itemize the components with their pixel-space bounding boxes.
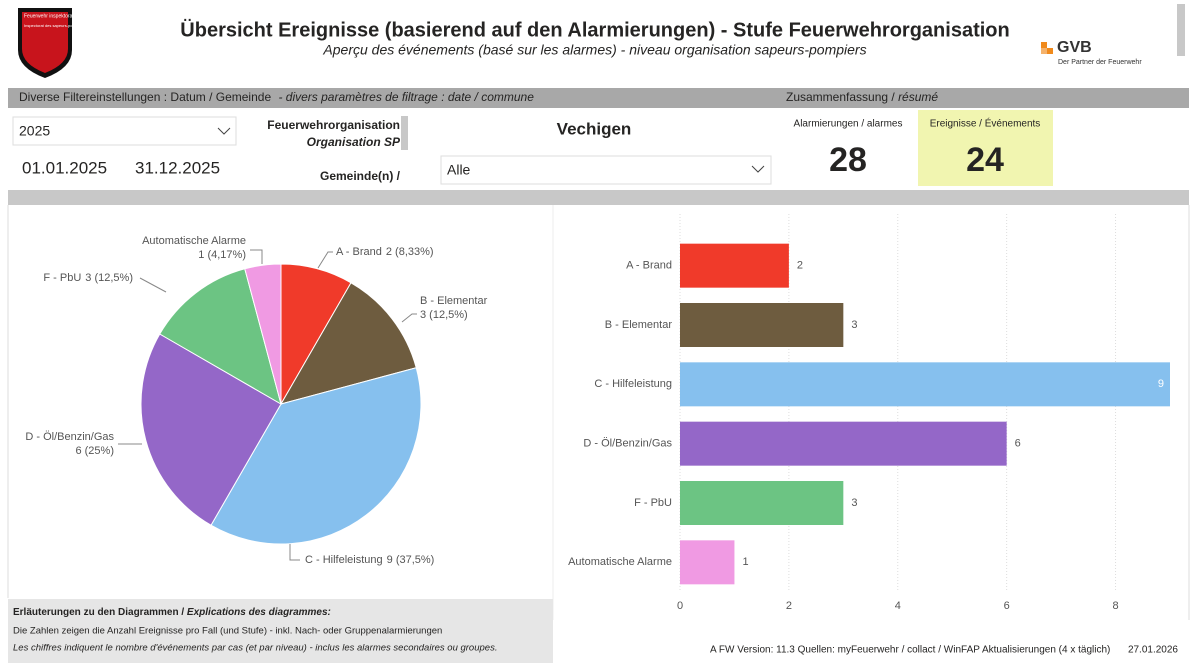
- slice-value-label: 3 (12,5%): [85, 272, 133, 284]
- card-label: Alarmierungen / alarmes: [794, 119, 903, 130]
- filter-bar: [8, 88, 1189, 108]
- slice-category: B - Elementar: [420, 295, 488, 307]
- org-value: Vechigen: [557, 119, 632, 138]
- slice-value-label: 2 (8,33%): [386, 246, 434, 258]
- y-tick-label: C - Hilfeleistung: [594, 378, 672, 390]
- label-fr: - divers paramètres de filtrage : date /…: [275, 90, 534, 104]
- logo-square: [1047, 48, 1053, 54]
- bar-value-label: 3: [851, 319, 857, 331]
- logo-text: Inspectorat des sapeurs-pompiers: [24, 23, 84, 28]
- bar: [680, 303, 844, 347]
- slice-value-label: 9 (37,5%): [387, 554, 435, 566]
- slice-category: C - Hilfeleistung: [305, 554, 383, 566]
- slice-label: A - Brand 2 (8,33%): [336, 246, 434, 258]
- bar: [680, 362, 1170, 407]
- logo-left: Feuerwehr inspektorat Inspectorat des sa…: [18, 8, 84, 78]
- bar-value-label: 2: [797, 260, 803, 272]
- gemeinde-label: Gemeinde(n) /: [320, 169, 401, 183]
- gemeinde-value: Alle: [447, 162, 471, 178]
- date-from[interactable]: 01.01.2025: [22, 158, 107, 177]
- slice-label: C - Hilfeleistung 9 (37,5%): [305, 554, 434, 566]
- footer-date: 27.01.2026: [1128, 645, 1178, 656]
- slice-category: D - Öl/Benzin/Gas: [25, 431, 114, 443]
- y-tick-label: A - Brand: [626, 260, 672, 272]
- x-tick-label: 2: [786, 600, 792, 612]
- x-tick-label: 6: [1004, 600, 1010, 612]
- date-to[interactable]: 31.12.2025: [135, 158, 220, 177]
- notes-line: Les chiffres indiquent le nombre d'événe…: [13, 643, 497, 654]
- label-de: Diverse Filtereinstellungen : Datum / Ge…: [19, 90, 271, 104]
- notes-line: Die Zahlen zeigen die Anzahl Ereignisse …: [13, 626, 442, 637]
- x-tick-label: 8: [1112, 600, 1118, 612]
- bar: [680, 421, 1007, 466]
- scrollbar[interactable]: [1177, 4, 1185, 56]
- pie-slice: [244, 263, 282, 405]
- leader-line: [250, 249, 263, 264]
- scrollbar[interactable]: [401, 116, 408, 150]
- card-value: 24: [966, 141, 1004, 179]
- pie-slice: [279, 282, 417, 405]
- y-tick-label: D - Öl/Benzin/Gas: [583, 438, 672, 450]
- card-highlight: [918, 110, 1053, 186]
- slice-value-label: 1 (4,17%): [198, 249, 246, 261]
- slice-label: F - PbU 3 (12,5%): [43, 272, 133, 284]
- logo-name: GVB: [1057, 39, 1092, 56]
- leader-line: [139, 277, 167, 293]
- summary-bar-label: Zusammenfassung / résumé: [786, 90, 938, 104]
- notes-box: [8, 599, 553, 663]
- chevron: [751, 165, 765, 173]
- logo-tagline: Der Partner der Feuerwehr: [1058, 59, 1142, 66]
- leader-line: [401, 313, 417, 323]
- logo-right: GVB Der Partner der Feuerwehr: [1041, 39, 1142, 66]
- title: Übersicht Ereignisse (basierend auf den …: [180, 18, 1009, 41]
- bar-value-label: 9: [1158, 378, 1164, 390]
- org-label: Feuerwehrorganisation: [267, 118, 400, 132]
- slice-category: A - Brand: [336, 246, 382, 258]
- label-fr: résumé: [898, 90, 938, 104]
- label-de: Zusammenfassung /: [786, 90, 898, 104]
- pie-slice: [159, 268, 282, 406]
- filter-bar-label: Diverse Filtereinstellungen : Datum / Ge…: [19, 90, 534, 104]
- divider: [8, 190, 1189, 205]
- slice-category: F - PbU: [43, 272, 81, 284]
- notes-title-de: Erläuterungen zu den Diagrammen /: [13, 607, 187, 618]
- pie-slice: [140, 333, 282, 526]
- bar: [680, 243, 789, 288]
- logo-text: Feuerwehr inspektorat: [24, 13, 74, 19]
- y-tick-label: B - Elementar: [605, 319, 673, 331]
- footer-info: A FW Version: 11.3 Quellen: myFeuerwehr …: [710, 645, 1110, 656]
- subtitle: Aperçu des événements (basé sur les alar…: [322, 42, 866, 58]
- chevron: [217, 127, 231, 135]
- bar-value-label: 6: [1015, 438, 1021, 450]
- gemeinde-dropdown[interactable]: [440, 155, 772, 185]
- leader-line: [289, 544, 300, 561]
- bar: [680, 540, 735, 585]
- card-label: Ereignisse / Événements: [930, 117, 1041, 130]
- logo-square: [1041, 48, 1047, 54]
- leader-line: [317, 251, 333, 269]
- org-label-fr: Organisation SP: [307, 135, 401, 149]
- y-tick-label: F - PbU: [634, 497, 672, 509]
- notes-title-fr: Explications des diagrammes:: [187, 607, 331, 618]
- shield-inner: [22, 12, 68, 73]
- bar: [680, 481, 844, 525]
- notes-title: Erläuterungen zu den Diagrammen / Explic…: [13, 607, 331, 618]
- slice-value-label: 3 (12,5%): [420, 309, 468, 321]
- y-tick-label: Automatische Alarme: [568, 556, 672, 568]
- slice-value-label: 6 (25%): [75, 445, 114, 457]
- x-tick-label: 0: [677, 600, 683, 612]
- year-value: 2025: [19, 123, 50, 139]
- logo-square: [1041, 42, 1047, 48]
- bar-value-label: 3: [851, 497, 857, 509]
- pie-slice: [210, 367, 422, 545]
- year-dropdown[interactable]: [12, 116, 237, 146]
- x-tick-label: 4: [895, 600, 901, 612]
- bar-value-label: 1: [742, 556, 748, 568]
- slice-category: Automatische Alarme: [142, 235, 246, 247]
- card-value: 28: [829, 141, 867, 179]
